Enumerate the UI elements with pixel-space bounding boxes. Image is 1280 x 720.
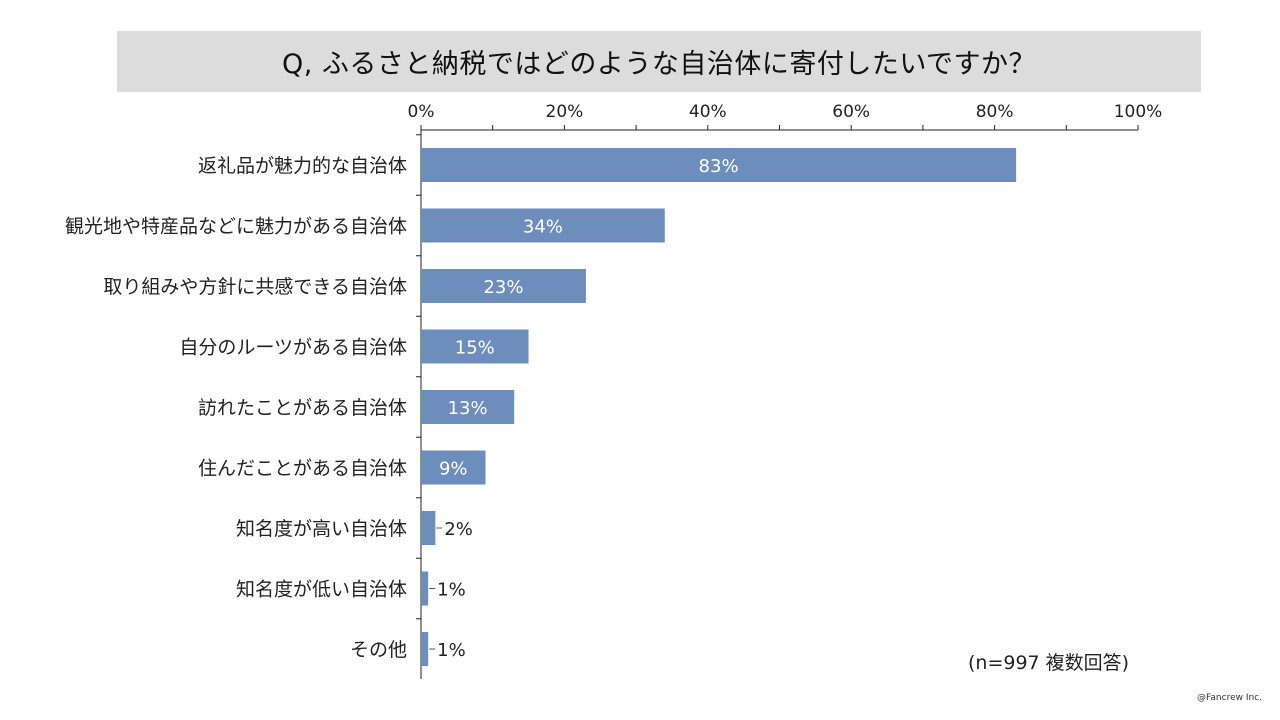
- data-label: 9%: [439, 459, 468, 480]
- data-label: 1%: [437, 640, 466, 661]
- title-bar: Q, ふるさと納税ではどのような自治体に寄付したいですか？: [117, 31, 1201, 92]
- x-tick-label: 40%: [689, 102, 727, 122]
- bar: [421, 269, 586, 303]
- x-tick-label: 100%: [1114, 102, 1163, 122]
- category-label: 返礼品が魅力的な自治体: [198, 155, 407, 177]
- data-label: 23%: [483, 277, 523, 298]
- bar: [421, 450, 486, 485]
- bar: [421, 511, 436, 545]
- category-label: 訪れたことがある自治体: [198, 397, 407, 419]
- chart-title: Q, ふるさと納税ではどのような自治体に寄付したいですか？: [281, 49, 1037, 80]
- bar: [421, 148, 1017, 182]
- x-tick-label: 80%: [976, 102, 1014, 122]
- category-label: 取り組みや方針に共感できる自治体: [103, 276, 407, 298]
- data-label: 34%: [523, 217, 563, 238]
- data-label: 15%: [455, 338, 495, 359]
- bar: [421, 571, 429, 606]
- sample-note: (n=997 複数回答): [968, 652, 1130, 674]
- bar: [421, 329, 529, 364]
- bar: [421, 208, 665, 243]
- x-tick-label: 60%: [832, 102, 870, 122]
- category-label: 知名度が低い自治体: [236, 579, 407, 601]
- category-label: 自分のルーツがある自治体: [179, 337, 407, 359]
- copyright: @Fancrew Inc.: [1197, 693, 1262, 703]
- x-tick-label: 0%: [408, 102, 435, 122]
- category-label: 観光地や特産品などに魅力がある自治体: [65, 216, 407, 238]
- x-tick-label: 20%: [546, 102, 584, 122]
- bar: [421, 632, 429, 666]
- bar: [421, 390, 515, 424]
- data-label: 83%: [699, 156, 739, 177]
- category-label: 知名度が高い自治体: [236, 518, 407, 540]
- data-label: 13%: [448, 398, 488, 419]
- category-label: 住んだことがある自治体: [198, 458, 407, 480]
- data-label: 2%: [444, 519, 473, 540]
- category-label: その他: [350, 639, 407, 661]
- data-label: 1%: [437, 580, 466, 601]
